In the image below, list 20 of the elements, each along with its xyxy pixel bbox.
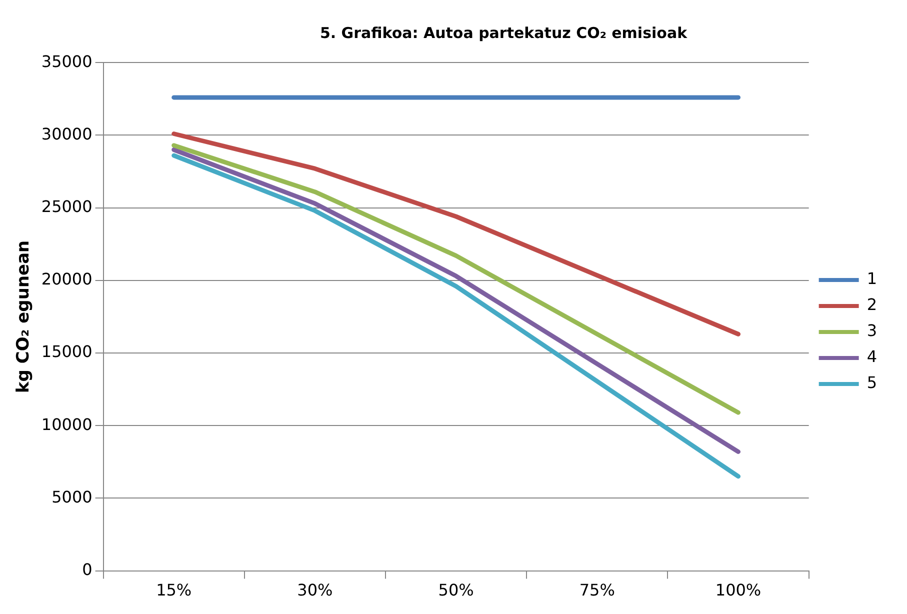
x-tick-label: 15% [156, 580, 192, 600]
legend-label: 3 [866, 321, 878, 340]
y-tick-label: 30000 [41, 124, 92, 144]
y-tick-label: 20000 [41, 270, 92, 289]
x-tick-label: 50% [438, 580, 474, 600]
x-tick-label: 75% [579, 580, 615, 600]
y-axis-title: kg CO₂ egunean [14, 240, 34, 394]
legend-label: 1 [866, 269, 878, 288]
x-tick-label: 30% [297, 580, 333, 600]
chart-title: 5. Grafikoa: Autoa partekatuz CO₂ emisioak [318, 24, 688, 42]
y-tick-label: 0 [82, 560, 92, 579]
legend-label: 4 [866, 347, 878, 366]
y-tick-label: 10000 [41, 414, 92, 434]
legend-label: 5 [866, 373, 878, 392]
x-tick-label: 100% [715, 580, 762, 600]
y-tick-label: 35000 [41, 52, 92, 71]
y-tick-label: 25000 [41, 196, 92, 216]
legend-label: 2 [866, 295, 878, 314]
y-tick-label: 5000 [52, 487, 92, 506]
y-tick-label: 15000 [41, 342, 92, 362]
